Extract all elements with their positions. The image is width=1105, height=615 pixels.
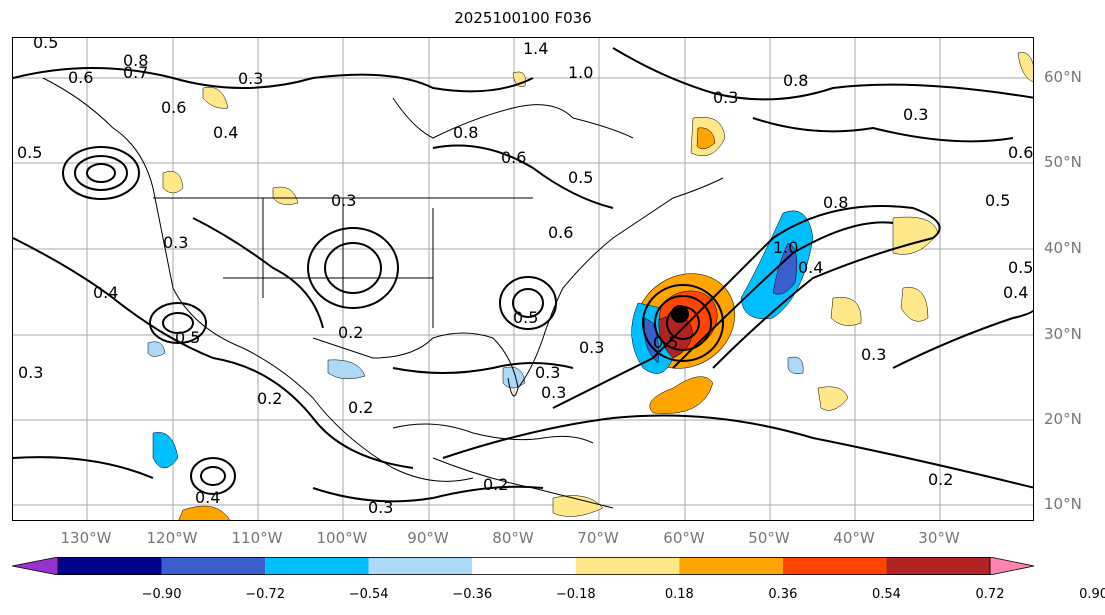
colorbar-swatch [575, 557, 680, 575]
contour-label: 0.4 [798, 258, 823, 277]
contour-label: 1.0 [773, 238, 798, 257]
contour-label: 0.6 [501, 148, 526, 167]
contour-labels: 0.5 0.8 0.7 0.3 0.6 0.4 0.5 0.6 1.4 1.0 … [17, 38, 1033, 517]
contour-label: 0.8 [453, 123, 478, 142]
lon-label-120w: 120°W [146, 529, 198, 547]
lon-label-40w: 40°W [833, 529, 875, 547]
contours [13, 47, 1033, 503]
lon-label-100w: 100°W [316, 529, 368, 547]
contour-label: 0.5 [17, 143, 42, 162]
contour-label: 0.3 [713, 88, 738, 107]
contour-label: 0.3 [541, 383, 566, 402]
colorbar-swatch [782, 557, 887, 575]
colorbar-tick-label: 0.90 [1079, 587, 1105, 602]
colorbar-extend-high [989, 557, 1035, 575]
colorbar-swatch [472, 557, 576, 575]
colorbar-swatch [368, 557, 473, 575]
contour-label: 0.7 [123, 63, 148, 82]
contour-label: 0.4 [1003, 283, 1028, 302]
contour-label: 0.3 [535, 363, 560, 382]
colorbar-frame [57, 557, 991, 575]
colorbar-tick-label: −0.18 [555, 587, 596, 602]
contour-label: 0.3 [18, 363, 43, 382]
contour-label: 1.4 [523, 39, 548, 58]
contour-label: 0.8 [823, 193, 848, 212]
contour-label: 0.2 [257, 389, 282, 408]
contour-label: 0.5 [513, 308, 538, 327]
lat-label-60n: 60°N [1044, 68, 1082, 86]
contour-label: 0.5 [1008, 258, 1033, 277]
map-canvas: 0.5 0.8 0.7 0.3 0.6 0.4 0.5 0.6 1.4 1.0 … [13, 38, 1033, 520]
contour-label: 1.0 [568, 63, 593, 82]
contour-label: 0.4 [195, 488, 220, 507]
lon-label-80w: 80°W [492, 529, 534, 547]
contour-label: 0.5 [985, 191, 1010, 210]
contour-label: 0.3 [163, 233, 188, 252]
contour-label: 0.3 [903, 105, 928, 124]
contour-label: 0.4 [213, 123, 238, 142]
contour-label: 0.8 [123, 51, 148, 70]
colorbar-tick-label: 0.18 [664, 587, 694, 602]
contour-label: 0.6 [68, 68, 93, 87]
lon-label-60w: 60°W [663, 529, 705, 547]
contour-label: 0.5 [175, 328, 200, 347]
contour-label: 0.5 [33, 38, 58, 52]
colorbar-extend-low [12, 557, 59, 575]
colorbar-swatch [58, 557, 162, 575]
lon-label-50w: 50°W [748, 529, 790, 547]
colorbar-tick-label: −0.36 [452, 587, 493, 602]
contour-label: 0.6 [1008, 143, 1033, 162]
lat-label-50n: 50°N [1044, 153, 1082, 171]
contour-label: 0.3 [579, 338, 604, 357]
lon-label-110w: 110°W [231, 529, 283, 547]
colorbar-tick-label: 0.36 [768, 587, 798, 602]
contour-label: 0.3 [861, 345, 886, 364]
contour-label: 0.2 [338, 323, 363, 342]
contour-label: 0.4 [93, 283, 118, 302]
contour-label: 0.6 [161, 98, 186, 117]
contour-label: 0.2 [928, 470, 953, 489]
contour-label: 0.8 [783, 71, 808, 90]
map-panel[interactable]: 0.5 0.8 0.7 0.3 0.6 0.4 0.5 0.6 1.4 1.0 … [12, 37, 1034, 521]
contour-label: 0.5 [568, 168, 593, 187]
colorbar-tick-label: −0.54 [348, 587, 389, 602]
lon-label-130w: 130°W [60, 529, 112, 547]
colorbar-graphic [12, 557, 1035, 575]
lon-label-90w: 90°W [407, 529, 449, 547]
contour-label: 0.2 [483, 475, 508, 494]
lat-label-20n: 20°N [1044, 410, 1082, 428]
lon-label-30w: 30°W [918, 529, 960, 547]
colorbar-tick-label: 0.72 [975, 587, 1005, 602]
colorbar-tick-label: 0.54 [871, 587, 901, 602]
colorbar-swatch [161, 557, 266, 575]
lat-label-30n: 30°N [1044, 325, 1082, 343]
contour-label: 0.6 [548, 223, 573, 242]
colorbar-tick-label: −0.72 [245, 587, 286, 602]
contour-label: 0.3 [368, 498, 393, 517]
lon-label-70w: 70°W [577, 529, 619, 547]
colorbar [12, 557, 1036, 575]
colorbar-swatch [679, 557, 783, 575]
contour-label: 0.3 [331, 191, 356, 210]
contour-label: 0.3 [238, 69, 263, 88]
contour-label: 0.5 [653, 333, 678, 352]
map-title: 2025100100 F036 [454, 9, 592, 27]
colorbar-swatch [886, 557, 990, 575]
colorbar-tick-label: −0.90 [141, 587, 182, 602]
storm-center-marker [671, 305, 689, 323]
lat-label-40n: 40°N [1044, 239, 1082, 257]
coastlines [42, 77, 724, 509]
contour-label: 0.2 [348, 398, 373, 417]
colorbar-swatch [265, 557, 369, 575]
lat-label-10n: 10°N [1044, 495, 1082, 513]
